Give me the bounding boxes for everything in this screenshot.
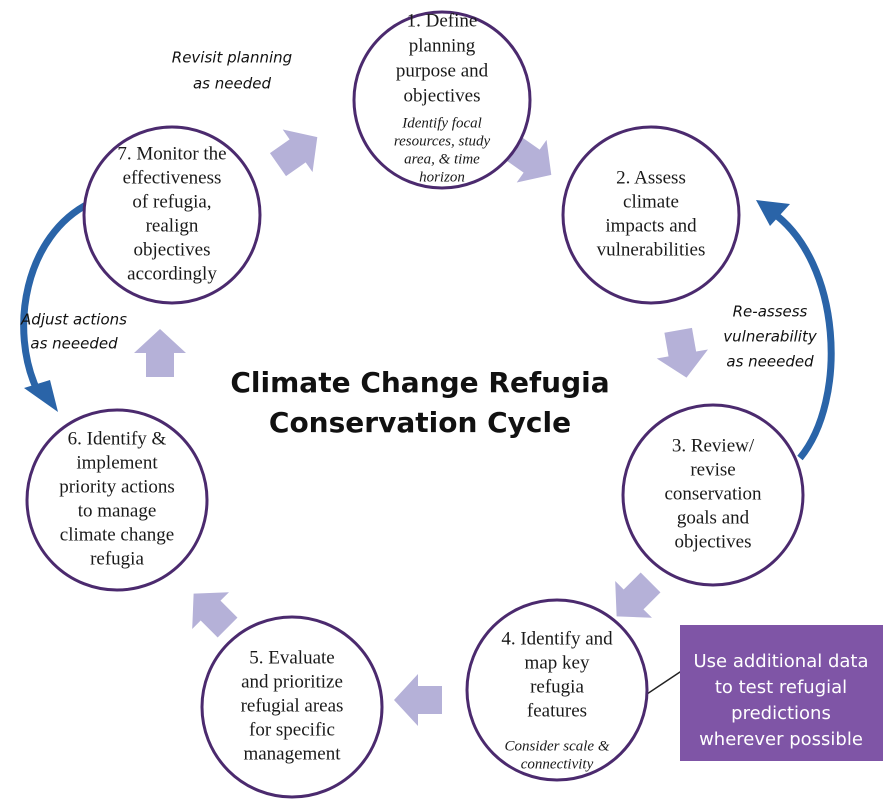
arrow-head [756, 200, 790, 226]
node-label: conservation [664, 483, 762, 504]
annotation: as neeeded [726, 353, 814, 371]
feedback-arrow [769, 209, 835, 461]
node-label: goals and [677, 507, 750, 528]
annotation: as neeeded [30, 335, 118, 353]
node-label: refugia [90, 548, 144, 569]
node-label: purpose and [396, 60, 489, 81]
node-label: climate [623, 191, 679, 212]
node-label: to manage [78, 500, 157, 521]
node-note: connectivity [521, 756, 594, 772]
annotation: vulnerability [723, 328, 818, 346]
node-label: refugia [530, 676, 584, 697]
node-label: priority actions [59, 476, 175, 497]
node-label: 4. Identify and [501, 628, 613, 649]
node-label: map key [525, 652, 590, 673]
node-label: impacts and [605, 215, 697, 236]
node-label: planning [409, 35, 476, 56]
callout-box [680, 625, 883, 761]
callout-text: wherever possible [699, 729, 863, 750]
cycle-arrow [615, 572, 661, 618]
cycle-arrow [134, 329, 186, 377]
cycle-arrow [394, 674, 442, 726]
node-label: realign [146, 215, 199, 236]
node-label: management [243, 743, 341, 764]
node-circle [82, 125, 262, 305]
node-label: 6. Identify & [68, 428, 167, 449]
node-circle [200, 615, 384, 799]
node-circle [621, 403, 805, 587]
annotation: Re-assess [733, 303, 808, 321]
node-label: features [527, 700, 587, 721]
node-label: objectives [403, 85, 480, 106]
node-circle [465, 598, 649, 782]
annotation: as needed [193, 75, 271, 93]
node-label: accordingly [127, 263, 217, 284]
node-note: horizon [419, 169, 465, 185]
title: Conservation Cycle [269, 406, 571, 439]
callout-text: predictions [731, 703, 831, 724]
cycle-arrow [656, 327, 708, 378]
annotation: Revisit planning [172, 49, 292, 67]
node-label: of refugia, [132, 191, 211, 212]
annotation: Adjust actions [20, 311, 127, 329]
node-label: 1. Define [407, 10, 478, 31]
node-label: for specific [249, 719, 335, 740]
node-label: 2. Assess [616, 167, 686, 188]
node-note: area, & time [404, 151, 480, 167]
node-label: vulnerabilities [597, 239, 706, 260]
node-note: Consider scale & [505, 738, 610, 754]
node-label: objectives [133, 239, 210, 260]
node-label: 3. Review/ [672, 435, 755, 456]
node-label: effectiveness [123, 167, 222, 188]
cycle-arrow [269, 129, 318, 177]
node-label: and prioritize [241, 671, 343, 692]
node-label: implement [76, 452, 158, 473]
feedback-arrow [20, 199, 92, 394]
node-label: refugial areas [241, 695, 344, 716]
node-label: climate change [60, 524, 174, 545]
callout-text: to test refugial [715, 677, 847, 698]
title: Climate Change Refugia [230, 366, 609, 399]
arrow-head [24, 380, 58, 412]
node-circle [25, 408, 209, 592]
node-circle [561, 125, 741, 305]
node-label: objectives [674, 531, 751, 552]
node-note: resources, study [394, 133, 491, 149]
node-circle [352, 10, 532, 190]
node-label: revise [690, 459, 735, 480]
cycle-arrow [192, 592, 238, 638]
node-label: 7. Monitor the [117, 143, 226, 164]
node-label: 5. Evaluate [249, 647, 334, 668]
node-note: Identify focal [401, 115, 482, 131]
callout-text: Use additional data [693, 651, 868, 672]
